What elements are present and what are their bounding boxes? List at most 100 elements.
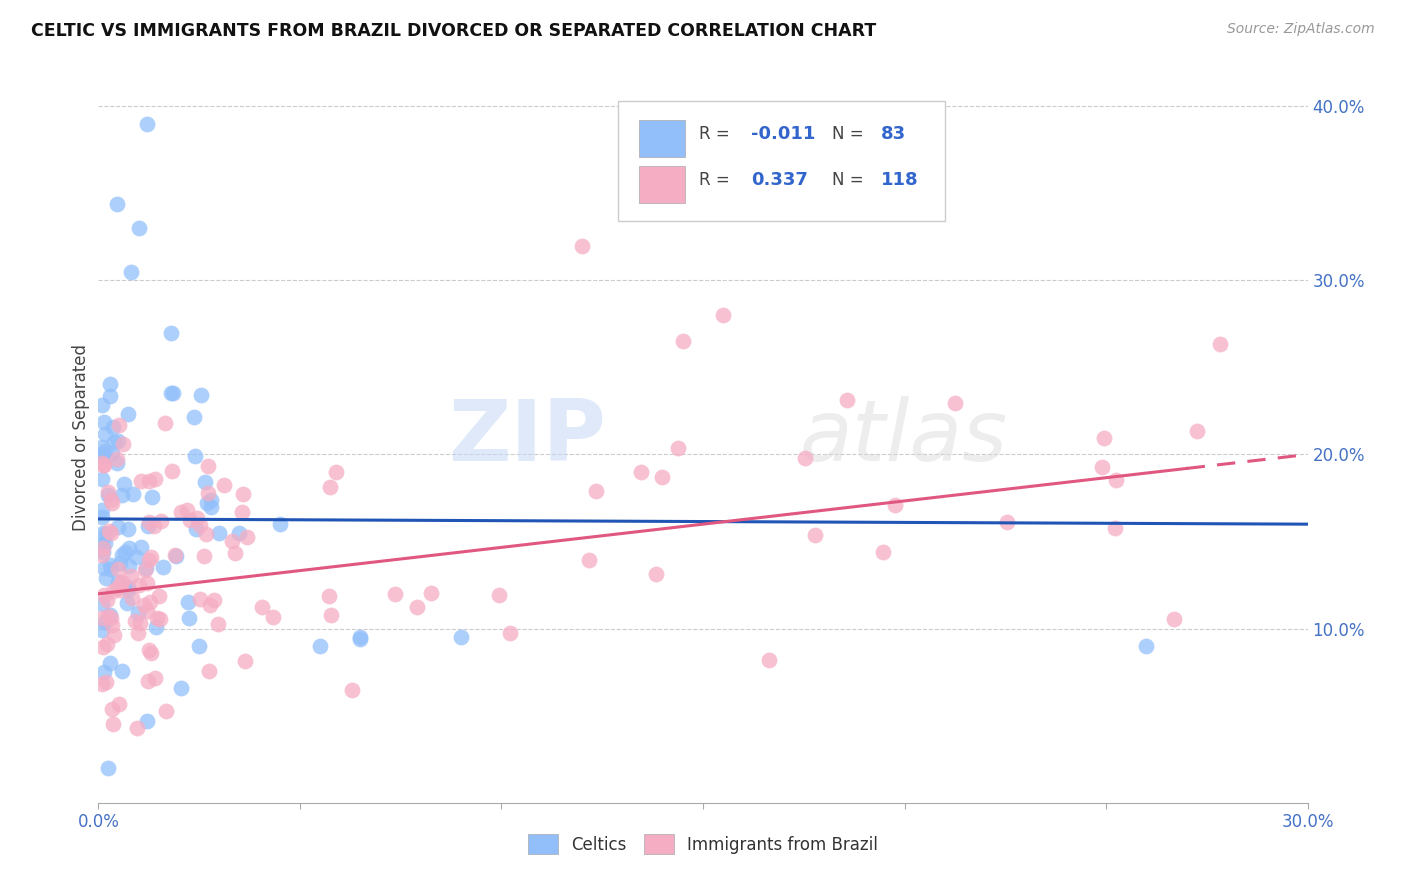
Point [134,563,156,577]
Point [190,388,212,402]
Point [184,449,207,463]
Point [98,376,121,391]
Text: Source: ZipAtlas.com: Source: ZipAtlas.com [1227,22,1375,37]
Point [165,549,187,563]
Text: 118: 118 [880,170,918,188]
Point [97,761,120,775]
Point [212,477,235,491]
Y-axis label: Divorced or Separated: Divorced or Separated [72,343,90,531]
Point [117,583,139,598]
Point [488,589,510,603]
Point [105,456,128,470]
Point [91,545,114,559]
Point [884,498,907,512]
Point [269,517,291,532]
Point [1135,639,1157,653]
Point [190,592,212,607]
Point [138,643,160,657]
Point [349,631,371,645]
Point [101,496,124,510]
Point [94,444,117,458]
Point [105,451,128,466]
Point [105,197,128,211]
Point [125,722,148,736]
Point [91,510,114,524]
Point [91,456,114,470]
Point [124,549,146,564]
Point [91,458,114,472]
Point [1185,425,1208,439]
Point [111,664,134,678]
Point [136,518,159,533]
Point [176,502,198,516]
Point [94,536,117,550]
Point [349,632,371,647]
Point [117,541,139,555]
FancyBboxPatch shape [638,166,685,203]
Point [111,575,134,590]
Point [91,398,114,412]
Point [250,599,273,614]
Point [262,610,284,624]
Point [1105,473,1128,487]
Point [202,592,225,607]
Point [585,484,607,499]
Point [124,614,146,628]
Point [129,541,152,555]
Point [101,584,124,599]
Point [91,597,114,611]
Point [135,603,157,617]
Point [100,493,122,508]
Point [107,581,129,595]
Point [384,587,406,601]
Point [835,393,858,408]
Point [198,664,221,678]
Point [100,617,122,632]
Point [108,697,131,711]
Text: R =: R = [699,170,730,188]
Text: R =: R = [699,125,730,143]
Point [645,566,668,581]
Point [169,681,191,695]
Point [160,464,183,478]
Point [132,599,155,613]
Point [228,525,250,540]
Point [195,496,218,510]
Point [208,525,231,540]
Point [97,524,120,538]
Point [177,595,200,609]
Point [148,589,170,603]
Text: -0.011: -0.011 [751,125,815,143]
Point [309,639,332,653]
Point [197,458,219,473]
Point [804,528,827,542]
Point [93,415,115,429]
Point [94,674,117,689]
Point [711,308,734,322]
Point [1104,521,1126,535]
Point [97,488,120,502]
Point [93,458,115,472]
Point [233,654,256,668]
Point [139,646,162,660]
Point [114,545,136,559]
FancyBboxPatch shape [619,101,945,221]
Point [93,588,115,602]
Point [794,451,817,466]
Point [128,578,150,592]
Point [139,595,162,609]
Point [1163,612,1185,626]
Point [319,480,342,494]
Point [1091,459,1114,474]
Point [117,522,139,536]
Point [146,611,169,625]
Point [97,609,120,624]
Point [122,487,145,501]
Point [93,665,115,679]
Point [194,475,217,490]
Point [1092,431,1115,445]
Point [498,625,520,640]
Point [319,608,342,623]
Point [758,653,780,667]
Point [103,717,125,731]
